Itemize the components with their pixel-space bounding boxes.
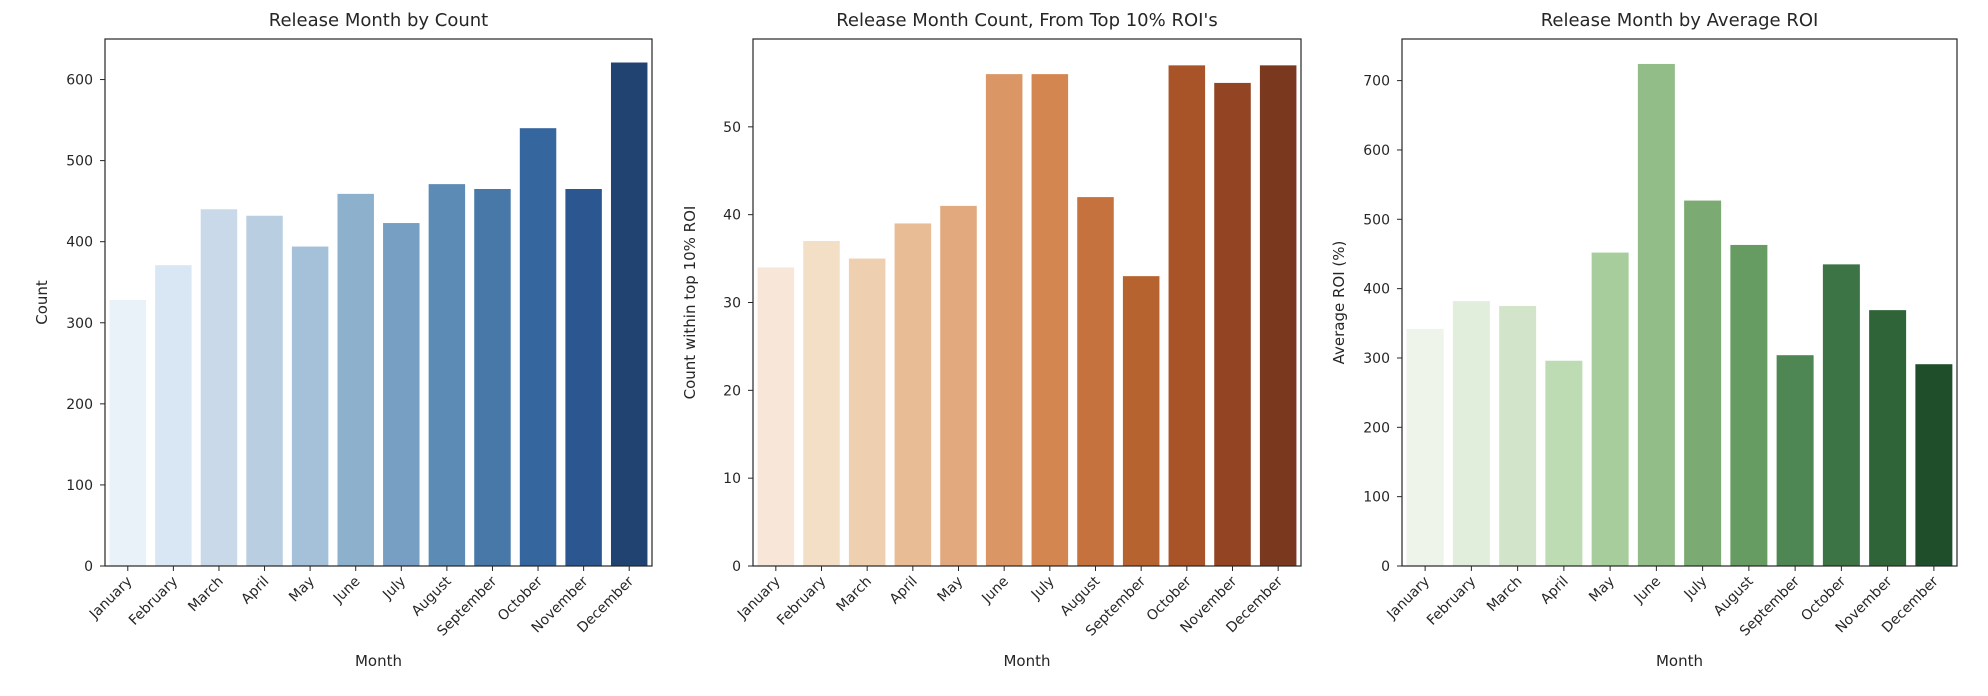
x-axis-label: Month (355, 652, 402, 670)
bar-october (1168, 65, 1206, 566)
y-tick-label: 300 (66, 316, 93, 332)
y-tick-label: 200 (66, 397, 93, 413)
bar-april (246, 215, 283, 567)
chart-title: Release Month by Count (269, 10, 488, 31)
bar-january (109, 300, 147, 566)
bar-march (848, 258, 886, 566)
x-tick-label: June (1631, 574, 1665, 608)
bar-september (1122, 276, 1160, 566)
x-tick-label: August (409, 573, 455, 619)
y-tick-label: 700 (1363, 74, 1390, 90)
bar-march (200, 209, 238, 566)
bar-august (1077, 197, 1114, 566)
bar-july (1684, 200, 1722, 566)
bar-april (1545, 360, 1583, 566)
chart-title: Release Month Count, From Top 10% ROI's (836, 10, 1218, 31)
bar-october (519, 128, 557, 566)
bar-december (610, 62, 648, 567)
bar-june (337, 193, 374, 566)
y-tick-label: 0 (84, 559, 93, 575)
x-tick-label: May (1586, 574, 1618, 606)
y-tick-label: 0 (732, 559, 741, 575)
bar-june (1637, 63, 1675, 566)
y-tick-label: 0 (1381, 559, 1390, 575)
bar-february (1452, 301, 1490, 566)
x-tick-label: June (978, 574, 1012, 608)
bar-may (940, 205, 977, 566)
x-tick-label: July (1681, 574, 1711, 604)
y-tick-label: 20 (723, 383, 741, 399)
y-tick-label: 30 (723, 296, 741, 312)
bar-september (1776, 355, 1814, 566)
bar-october (1822, 264, 1860, 566)
bar-may (1591, 252, 1629, 567)
x-tick-label: August (1711, 573, 1757, 619)
y-tick-label: 600 (66, 73, 93, 89)
x-tick-label: April (238, 574, 272, 608)
x-tick-label: February (1424, 574, 1479, 629)
x-tick-label: July (1028, 574, 1058, 604)
y-axis-label: Count within top 10% ROI (681, 206, 699, 400)
y-tick-label: 300 (1363, 351, 1390, 367)
y-axis-label: Count (33, 280, 51, 325)
x-tick-label: March (833, 574, 874, 615)
bar-july (383, 223, 420, 566)
bar-february (803, 241, 840, 566)
chart-panel-1: Release Month by Count 0 100 200 300 400 500 60… (33, 10, 653, 670)
y-tick-label: 10 (723, 471, 741, 487)
x-tick-label: March (1484, 574, 1525, 615)
x-tick-label: March (185, 574, 226, 615)
y-tick-label: 40 (723, 208, 741, 224)
x-tick-label: May (286, 574, 318, 606)
bar-march (1499, 305, 1537, 566)
bar-august (1730, 244, 1768, 567)
bar-november (565, 188, 602, 566)
plot-frame (104, 38, 653, 567)
bar-february (155, 265, 192, 566)
bar-november (1214, 82, 1251, 567)
x-tick-label: July (379, 574, 409, 604)
y-tick-label: 600 (1363, 143, 1390, 159)
bar-november (1869, 310, 1907, 566)
chart-panel-2: Release Month Count, From Top 10% ROI's 0… (681, 10, 1302, 670)
bar-january (1406, 328, 1444, 566)
y-tick-label: 400 (66, 235, 93, 251)
bar-may (291, 246, 329, 566)
chart-title: Release Month by Average ROI (1541, 10, 1819, 31)
x-tick-label: May (935, 574, 967, 606)
bar-september (474, 188, 511, 566)
y-tick-label: 200 (1363, 420, 1390, 436)
y-tick-label: 100 (66, 478, 93, 494)
x-tick-label: June (330, 574, 364, 608)
y-axis-label: Average ROI (%) (1330, 241, 1348, 365)
x-tick-label: April (1538, 574, 1572, 608)
bar-june (985, 74, 1023, 566)
bar-january (757, 267, 795, 566)
y-tick-label: 500 (66, 154, 93, 170)
bar-december (1915, 364, 1953, 566)
x-tick-label: February (126, 574, 181, 629)
bar-august (428, 184, 466, 566)
x-tick-label: February (774, 574, 829, 629)
y-tick-label: 400 (1363, 282, 1390, 298)
x-tick-label: August (1057, 573, 1103, 619)
y-tick-label: 100 (1363, 490, 1390, 506)
bar-december (1259, 65, 1297, 566)
x-tick-label: April (887, 574, 921, 608)
bar-april (894, 223, 932, 566)
bar-july (1031, 74, 1069, 566)
plot-frame (1401, 38, 1958, 567)
chart-panel-3: Release Month by Average ROI 0 100 200 300 40… (1330, 10, 1958, 670)
x-axis-label: Month (1656, 652, 1703, 670)
y-tick-label: 50 (723, 120, 741, 136)
y-tick-label: 500 (1363, 212, 1390, 228)
x-axis-label: Month (1003, 652, 1050, 670)
